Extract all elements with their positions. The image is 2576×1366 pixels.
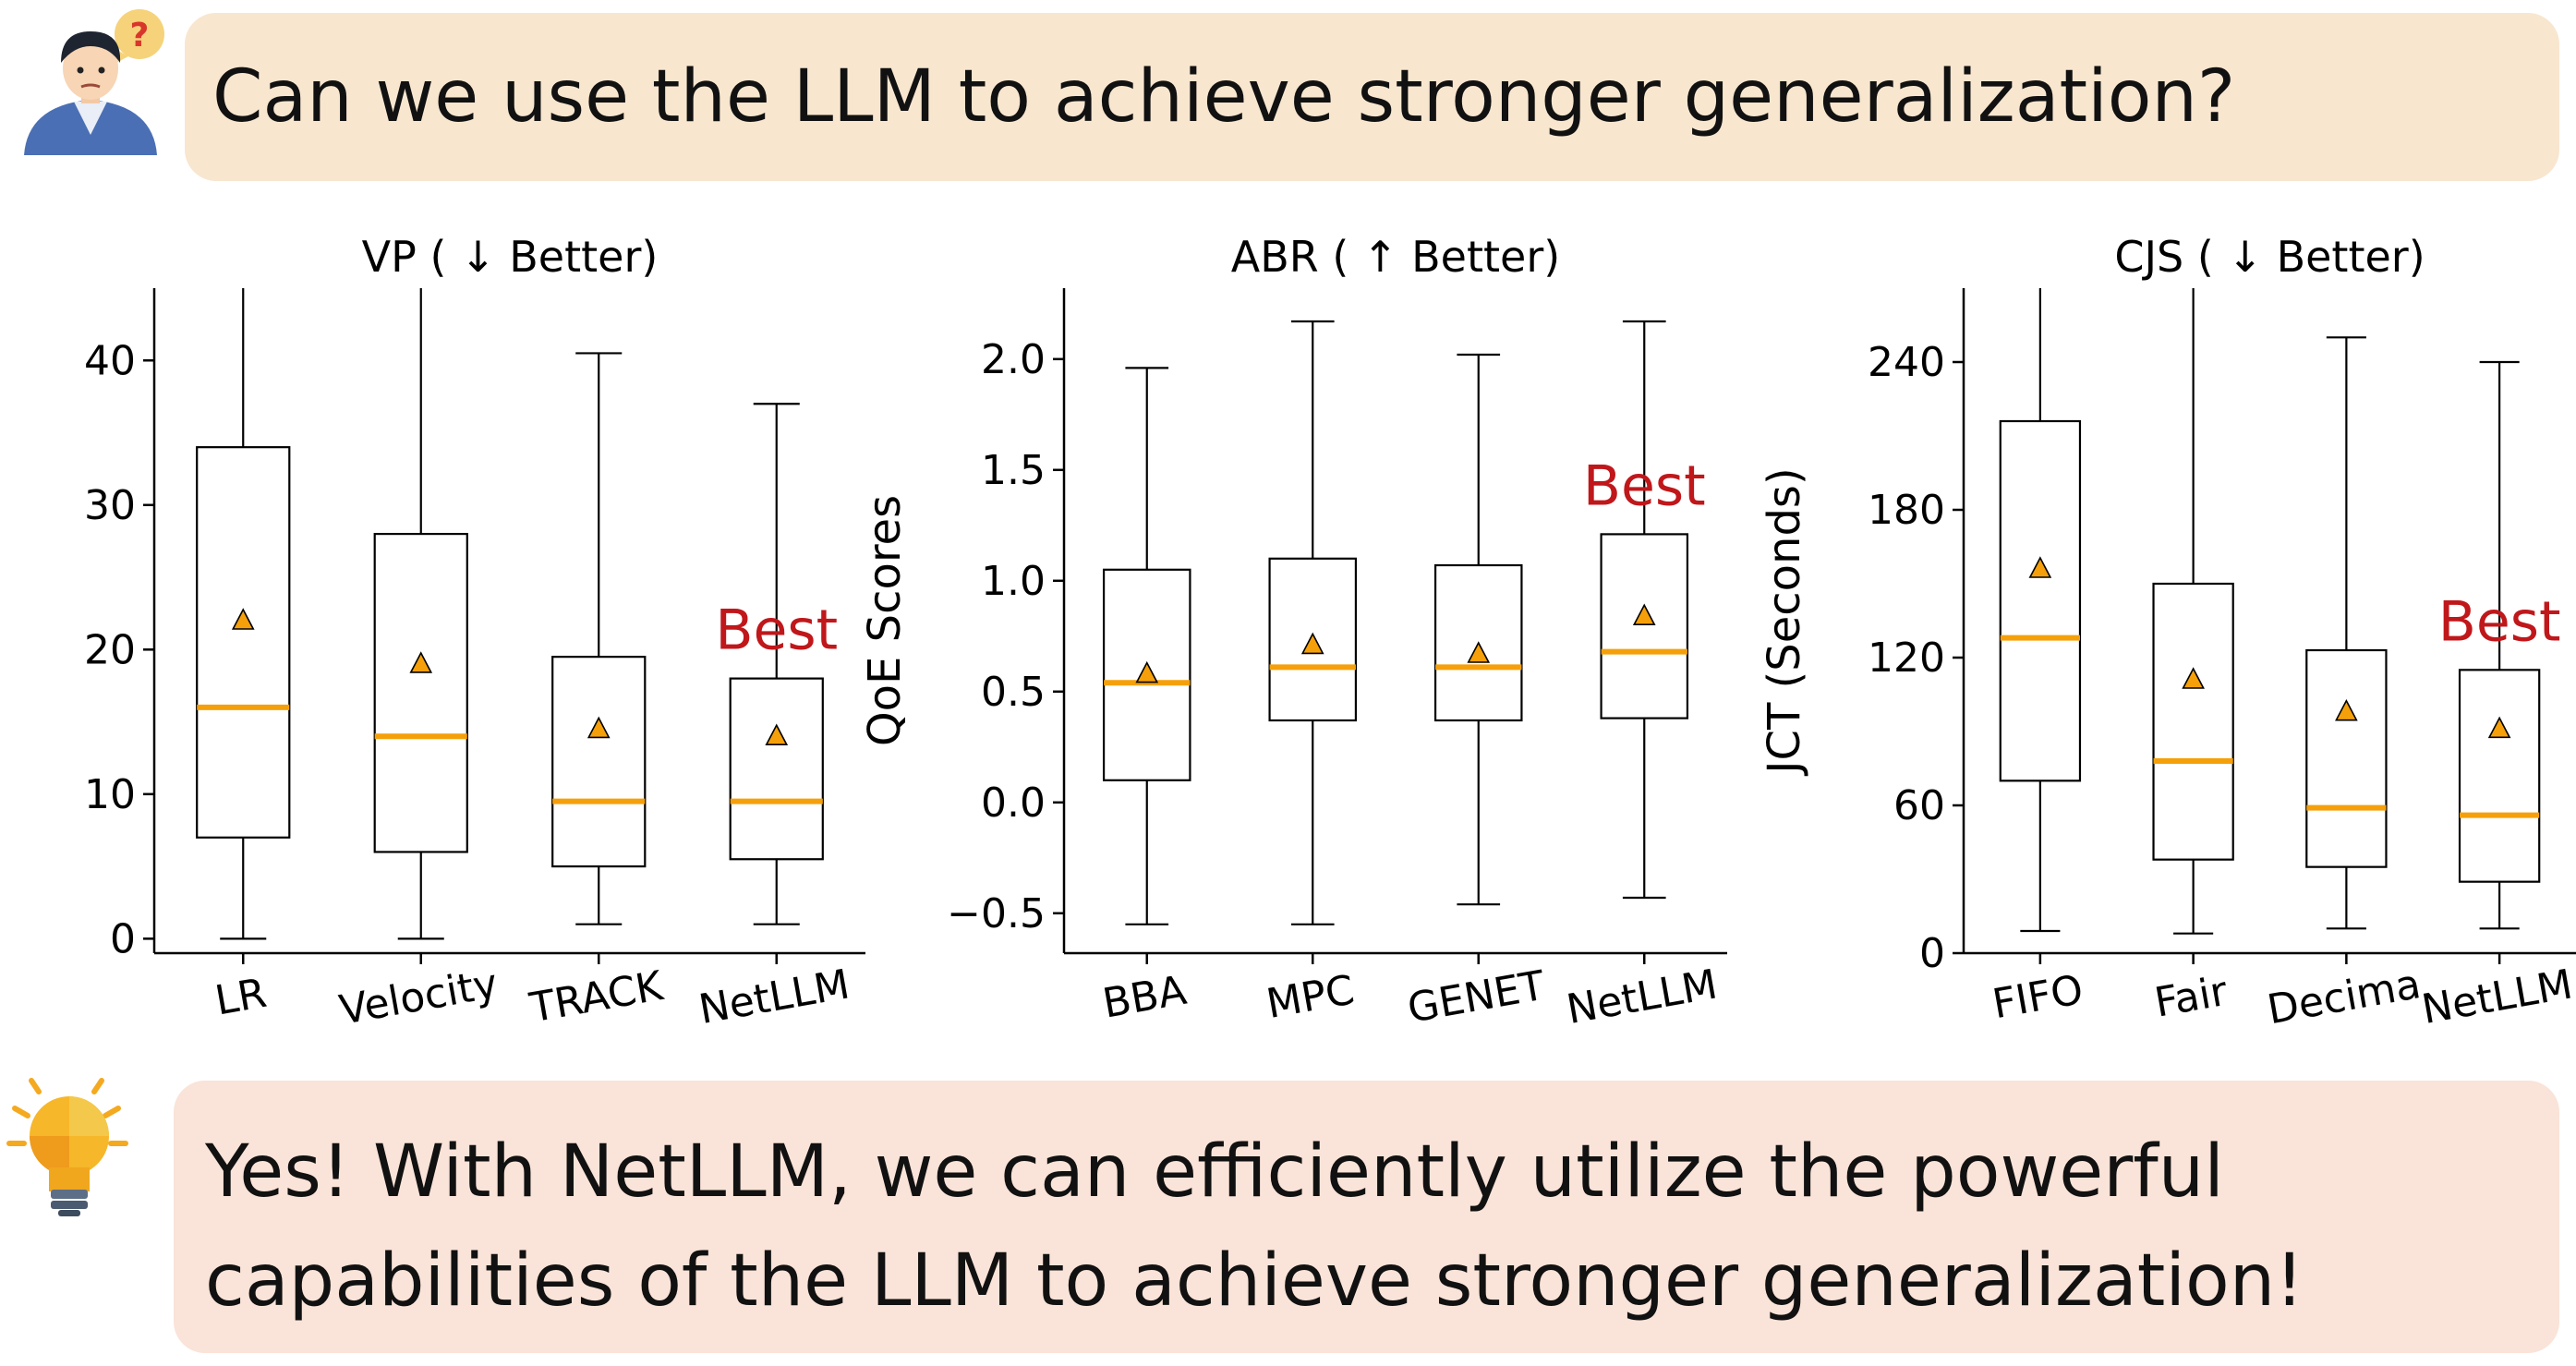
question-bubble bbox=[185, 13, 2559, 181]
y-tick-label: 30 bbox=[84, 482, 136, 529]
box bbox=[2458, 669, 2541, 883]
box bbox=[1433, 563, 1523, 722]
mean-marker bbox=[1632, 603, 1656, 626]
y-tick-label: 0 bbox=[110, 915, 136, 962]
box bbox=[2305, 648, 2388, 868]
mean-marker bbox=[2335, 698, 2358, 721]
y-tick-label: −0.5 bbox=[947, 890, 1046, 937]
box bbox=[373, 532, 468, 853]
x-tick-label: NetLLM bbox=[1563, 961, 1721, 1034]
box bbox=[1102, 568, 1191, 781]
box bbox=[196, 446, 291, 839]
mean-marker bbox=[1135, 660, 1159, 683]
x-tick-label: BBA bbox=[1099, 967, 1190, 1028]
y-axis-label: QoE Scores bbox=[859, 495, 911, 746]
chart-title: VP ( ↓ Better) bbox=[362, 232, 659, 282]
box bbox=[551, 656, 647, 868]
y-tick-label: 60 bbox=[1893, 782, 1945, 829]
answer-line-1: Yes! With NetLLM, we can efficiently uti… bbox=[205, 1130, 2224, 1214]
y-tick-label: 0 bbox=[1919, 930, 1945, 977]
x-tick-label: GENET bbox=[1404, 962, 1548, 1033]
chart-title: CJS ( ↓ Better) bbox=[2114, 232, 2425, 282]
x-tick-label: MPC bbox=[1263, 966, 1358, 1028]
box bbox=[1999, 419, 2082, 782]
mean-marker bbox=[2487, 716, 2511, 739]
y-tick-label: 2.0 bbox=[981, 336, 1046, 383]
box bbox=[2152, 582, 2234, 861]
x-tick-label: FIFO bbox=[1989, 966, 2087, 1028]
box bbox=[1600, 533, 1689, 719]
mean-marker bbox=[2028, 556, 2052, 578]
best-label: Best bbox=[2438, 589, 2561, 654]
mean-marker bbox=[231, 608, 255, 630]
y-tick-label: 240 bbox=[1868, 339, 1945, 386]
answer-bubble bbox=[174, 1081, 2559, 1353]
lightbulb-puzzle-icon bbox=[6, 1078, 128, 1216]
question-mark: ? bbox=[130, 17, 150, 54]
y-axis-label: JCT (Seconds) bbox=[1759, 467, 1810, 776]
mean-marker bbox=[1467, 641, 1491, 663]
mean-marker bbox=[409, 651, 433, 673]
y-tick-label: 40 bbox=[84, 337, 136, 384]
mean-marker bbox=[765, 723, 789, 746]
y-tick-label: 180 bbox=[1868, 487, 1945, 534]
box bbox=[1268, 557, 1358, 722]
x-tick-label: Decima bbox=[2264, 961, 2425, 1034]
best-label: Best bbox=[715, 598, 838, 663]
thinking-person-icon: ? bbox=[24, 9, 164, 155]
y-tick-label: 0.5 bbox=[981, 669, 1046, 716]
x-tick-label: LR bbox=[212, 970, 270, 1025]
answer-text: Yes! With NetLLM, we can efficiently uti… bbox=[205, 1118, 2533, 1336]
mean-marker bbox=[1300, 632, 1324, 655]
x-tick-label: Fair bbox=[2151, 968, 2231, 1027]
x-tick-label: NetLLM bbox=[695, 961, 853, 1034]
mean-marker bbox=[2182, 667, 2205, 689]
y-tick-label: 1.5 bbox=[981, 447, 1046, 494]
best-label: Best bbox=[1583, 453, 1706, 518]
y-tick-label: 10 bbox=[84, 771, 136, 818]
y-tick-label: 0.0 bbox=[981, 780, 1046, 827]
mean-marker bbox=[587, 716, 611, 739]
y-tick-label: 20 bbox=[84, 626, 136, 673]
answer-line-2: capabilities of the LLM to achieve stron… bbox=[205, 1239, 2304, 1323]
box bbox=[729, 677, 824, 861]
charts-panel: VP ( ↓ Better) MAE (Degrees) 0 10 20 30 40 LR Ve… bbox=[0, 232, 2576, 1034]
y-axis-label: MAE (Degrees) bbox=[0, 456, 1, 786]
x-tick-label: TRACK bbox=[526, 962, 667, 1033]
x-tick-label: NetLLM bbox=[2418, 961, 2576, 1034]
chart-title: ABR ( ↑ Better) bbox=[1231, 232, 1560, 282]
x-tick-label: Velocity bbox=[336, 961, 502, 1034]
y-tick-label: 1.0 bbox=[981, 558, 1046, 605]
question-text: Can we use the LLM to achieve stronger g… bbox=[212, 55, 2236, 139]
y-tick-label: 120 bbox=[1868, 635, 1945, 682]
